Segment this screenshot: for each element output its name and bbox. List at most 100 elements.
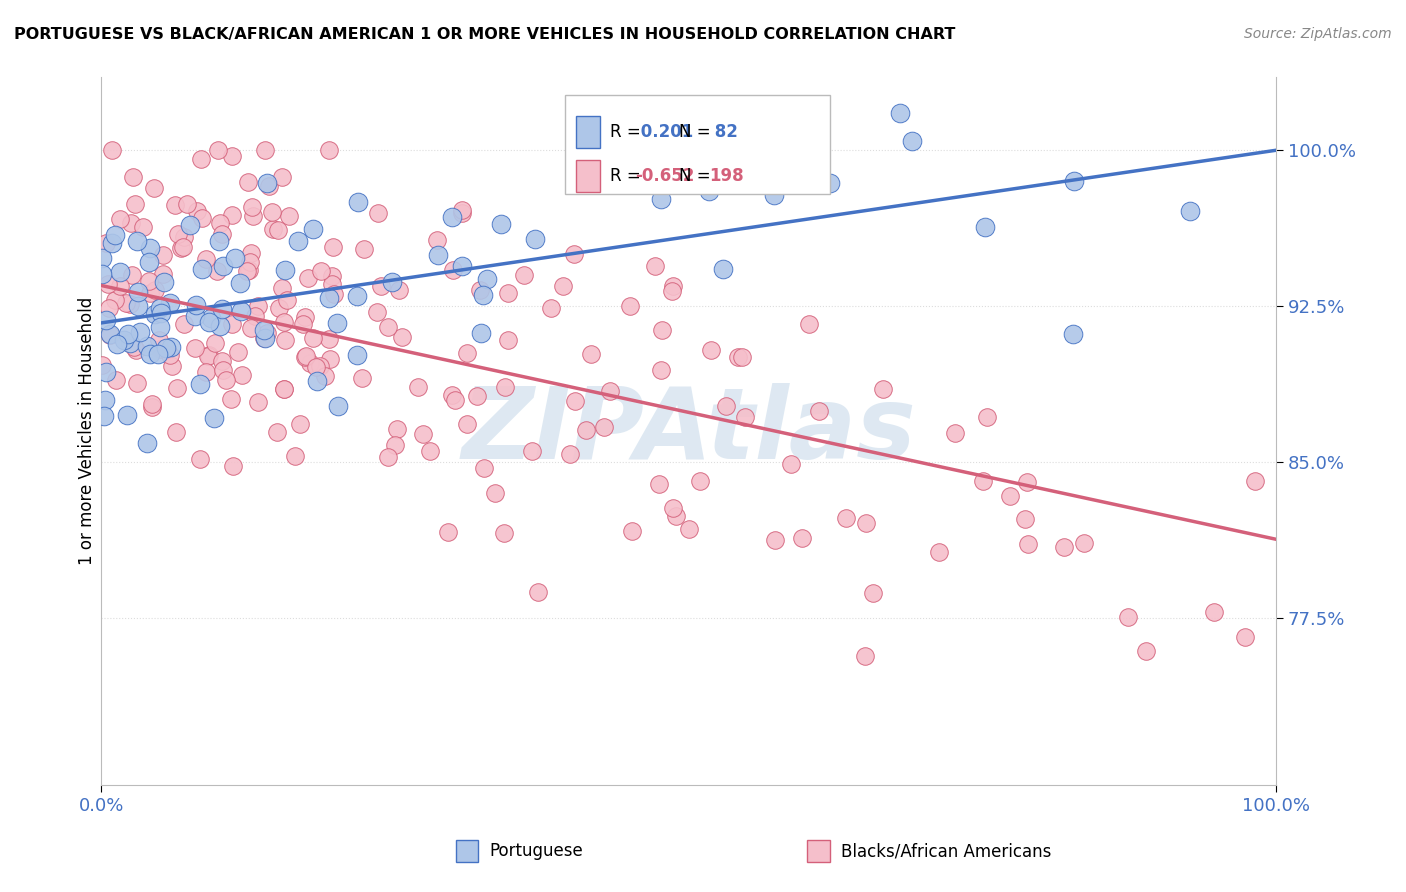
Point xyxy=(212,363,235,377)
Point xyxy=(221,209,243,223)
Point xyxy=(308,359,330,374)
Point xyxy=(650,363,672,377)
Point xyxy=(346,289,368,303)
Point xyxy=(209,216,232,230)
Point xyxy=(388,283,411,297)
Point xyxy=(143,306,166,320)
Point xyxy=(644,260,666,274)
Point xyxy=(94,312,117,326)
Point xyxy=(714,399,737,413)
Point xyxy=(377,319,399,334)
Point xyxy=(243,309,266,323)
Point xyxy=(520,443,543,458)
Point xyxy=(1234,630,1257,644)
Point xyxy=(91,267,114,281)
Point xyxy=(297,271,319,285)
Point xyxy=(253,143,276,157)
Point xyxy=(152,248,174,262)
Point xyxy=(441,388,464,402)
Point xyxy=(98,326,121,341)
Point xyxy=(260,205,283,219)
Point xyxy=(247,299,270,313)
Point xyxy=(889,105,911,120)
Point xyxy=(166,381,188,395)
Point xyxy=(149,301,172,315)
Point xyxy=(266,425,288,439)
Point xyxy=(731,350,754,364)
Point xyxy=(484,486,506,500)
Point xyxy=(139,347,162,361)
Point xyxy=(257,178,280,193)
Point xyxy=(797,318,820,332)
Point xyxy=(346,347,368,361)
Point xyxy=(1053,540,1076,554)
Point xyxy=(236,264,259,278)
Point xyxy=(94,364,117,378)
Point xyxy=(575,423,598,437)
Point xyxy=(928,545,950,559)
Text: Portuguese: Portuguese xyxy=(489,842,583,860)
Point xyxy=(127,285,149,300)
Point xyxy=(818,176,841,190)
Point xyxy=(108,265,131,279)
Point xyxy=(149,343,172,357)
Point xyxy=(200,311,222,326)
Point xyxy=(179,218,201,232)
Point xyxy=(287,235,309,249)
Text: Source: ZipAtlas.com: Source: ZipAtlas.com xyxy=(1244,27,1392,41)
Point xyxy=(186,298,208,312)
Point xyxy=(299,356,322,370)
Point xyxy=(1135,644,1157,658)
Point xyxy=(321,277,343,292)
Point xyxy=(295,349,318,363)
Point xyxy=(190,152,212,166)
Point xyxy=(105,373,128,387)
Point xyxy=(1017,475,1039,489)
Point xyxy=(240,246,263,260)
Point xyxy=(238,263,260,277)
Point xyxy=(110,279,132,293)
Point xyxy=(253,323,276,337)
Point xyxy=(242,200,264,214)
Point xyxy=(699,343,721,357)
Point xyxy=(262,222,284,236)
Point xyxy=(273,262,295,277)
Point xyxy=(172,240,194,254)
Point xyxy=(228,276,250,290)
Point xyxy=(256,176,278,190)
Point xyxy=(288,417,311,431)
Point xyxy=(366,305,388,319)
Point xyxy=(101,143,124,157)
Point xyxy=(104,293,127,307)
Point xyxy=(564,247,586,261)
Point xyxy=(1202,605,1225,619)
Point xyxy=(322,239,344,253)
Point xyxy=(385,422,408,436)
Point xyxy=(91,358,114,372)
Point xyxy=(489,217,512,231)
Point xyxy=(526,585,548,599)
Point xyxy=(219,392,242,406)
Point xyxy=(125,343,148,357)
Point xyxy=(305,360,328,375)
Point xyxy=(103,228,125,243)
Point xyxy=(651,323,673,337)
Point xyxy=(128,325,150,339)
Point xyxy=(198,348,221,362)
Point xyxy=(943,425,966,440)
Point xyxy=(267,223,290,237)
Point xyxy=(190,261,212,276)
Point xyxy=(494,525,516,540)
Point xyxy=(221,149,243,163)
Point xyxy=(124,197,146,211)
Text: 82: 82 xyxy=(709,123,738,141)
Point xyxy=(105,336,128,351)
Point xyxy=(127,299,149,313)
Point xyxy=(236,175,259,189)
Point xyxy=(118,335,141,350)
Point xyxy=(152,267,174,281)
Point xyxy=(377,450,399,464)
Point xyxy=(276,293,298,307)
Point xyxy=(159,340,181,354)
Point xyxy=(779,457,801,471)
